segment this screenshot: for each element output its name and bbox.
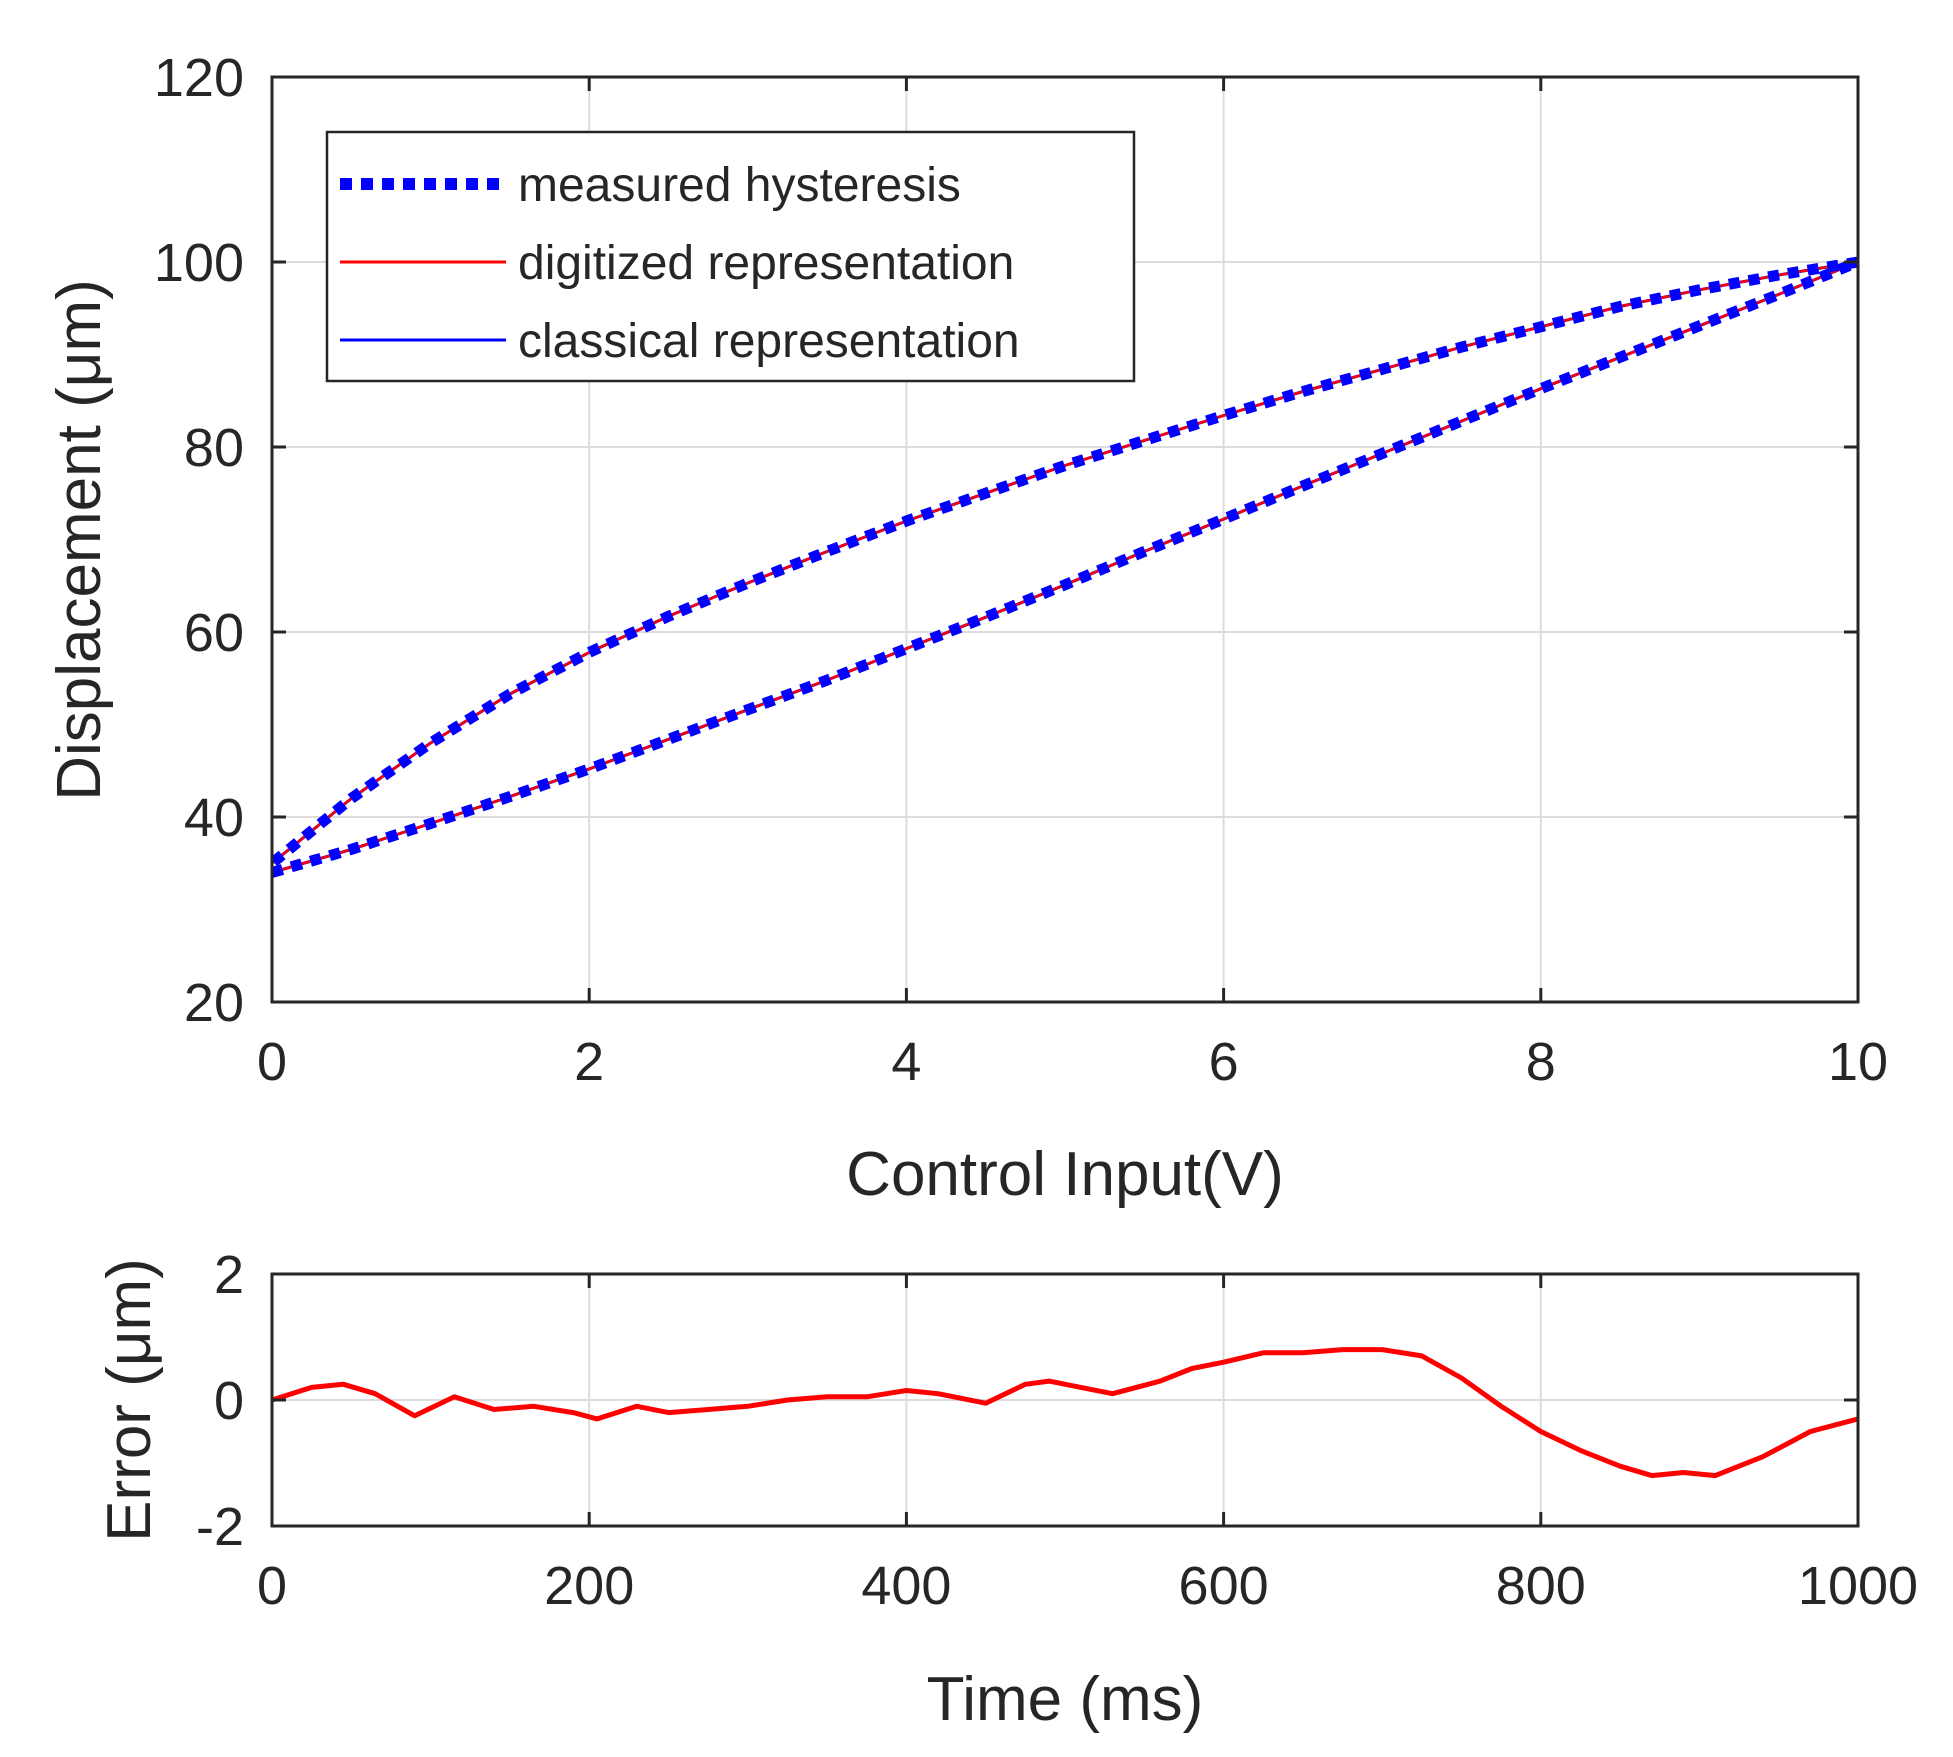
error-series-line: [271, 1347, 1859, 1479]
hysteresis-x-axis-label: Control Input(V): [846, 1140, 1284, 1209]
series-measured-hysteresis-branch-ascending: [270, 256, 1861, 878]
series-measured-hysteresis-branch-descending: [268, 256, 1859, 868]
hysteresis-x-ticks: 0 2 4 6 8 10: [257, 77, 1888, 1092]
y-tick-label: 0: [214, 1371, 244, 1431]
legend-label-digitized-representation: digitized representation: [518, 237, 1014, 290]
x-tick-label: 8: [1526, 1032, 1556, 1092]
y-tick-label: 2: [214, 1245, 244, 1305]
error-x-ticks: 0 200 400 600 800 1000: [257, 1274, 1918, 1616]
x-tick-label: 200: [544, 1556, 634, 1616]
hysteresis-y-ticks: 20 40 60 80 100 120: [154, 48, 1858, 1033]
error-x-axis-label: Time (ms): [927, 1665, 1204, 1734]
legend-label-classical-representation: classical representation: [518, 315, 1020, 368]
hysteresis-y-axis-label: Displacement (μm): [45, 279, 114, 801]
legend: measured hysteresis digitized representa…: [325, 130, 1136, 383]
y-tick-label: 120: [154, 48, 244, 108]
y-tick-label: 60: [184, 603, 244, 663]
y-tick-label: 40: [184, 788, 244, 848]
error-y-axis-label: Error (μm): [95, 1258, 164, 1542]
error-chart: 0 200 400 600 800 1000 -202 Time (ms) Error (…: [95, 1245, 1918, 1734]
y-tick-label: -2: [196, 1497, 244, 1557]
x-tick-label: 2: [574, 1032, 604, 1092]
x-tick-label: 800: [1496, 1556, 1586, 1616]
y-tick-label: 80: [184, 418, 244, 478]
error-series-group: [271, 1347, 1859, 1479]
x-tick-label: 10: [1828, 1032, 1888, 1092]
x-tick-label: 6: [1209, 1032, 1239, 1092]
x-tick-label: 4: [891, 1032, 921, 1092]
x-tick-label: 0: [257, 1032, 287, 1092]
x-tick-label: 400: [861, 1556, 951, 1616]
hysteresis-series-group: [268, 256, 1861, 878]
y-tick-label: 100: [154, 233, 244, 293]
x-tick-label: 0: [257, 1556, 287, 1616]
hysteresis-axes-frame: [270, 75, 1860, 1004]
x-tick-label: 600: [1179, 1556, 1269, 1616]
x-tick-label: 1000: [1798, 1556, 1918, 1616]
y-tick-label: 20: [184, 973, 244, 1033]
legend-label-measured-hysteresis: measured hysteresis: [518, 159, 961, 212]
error-y-ticks: -2 0 2: [196, 1245, 1858, 1557]
